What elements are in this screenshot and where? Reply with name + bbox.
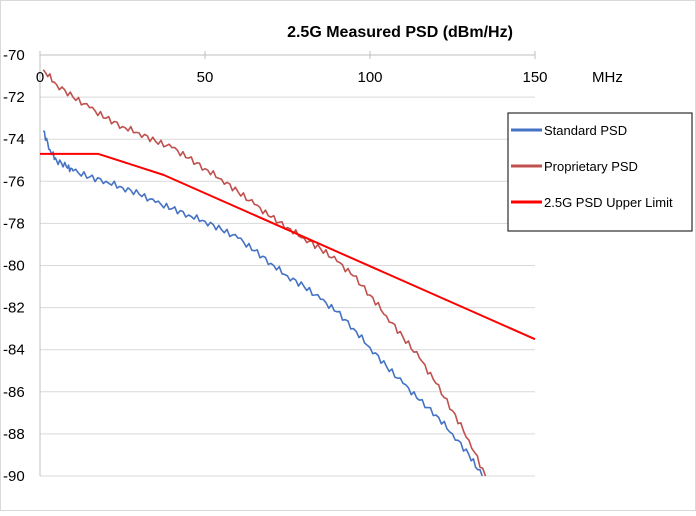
legend-box	[507, 112, 693, 232]
x-tick-label: 100	[357, 69, 382, 86]
x-axis-label: MHz	[592, 69, 623, 86]
x-axis: 0 50 100 150	[36, 51, 548, 86]
y-tick-label: -80	[3, 258, 25, 275]
series-line-standard-psd	[42, 130, 483, 477]
legend-label: 2.5G PSD Upper Limit	[544, 195, 673, 210]
y-axis: -70 -72 -74 -76 -78 -80 -82 -84 -86 -88 -90	[3, 47, 25, 485]
y-tick-label: -82	[3, 300, 25, 317]
y-tick-label: -70	[3, 47, 25, 64]
series-line-proprietary-psd	[42, 69, 487, 477]
series-line-2-5g-psd-upper-limit	[40, 152, 536, 341]
y-tick-label: -72	[3, 89, 25, 106]
y-tick-label: -90	[3, 468, 25, 485]
legend: Standard PSD Proprietary PSD 2.5G PSD Uppe…	[507, 112, 693, 232]
x-tick-label: 50	[197, 69, 214, 86]
series-lines	[40, 69, 536, 477]
y-tick-label: -84	[3, 342, 25, 359]
x-tick-label: 150	[522, 69, 547, 86]
legend-label: Proprietary PSD	[544, 159, 638, 174]
y-tick-label: -78	[3, 215, 25, 232]
y-tick-label: -86	[3, 384, 25, 401]
grid-lines	[39, 51, 535, 477]
x-tick-label: 0	[36, 69, 44, 86]
legend-label: Standard PSD	[544, 123, 627, 138]
y-tick-label: -74	[3, 131, 25, 148]
y-tick-label: -88	[3, 426, 25, 443]
chart-title: 2.5G Measured PSD (dBm/Hz)	[287, 24, 513, 41]
y-tick-label: -76	[3, 173, 25, 190]
